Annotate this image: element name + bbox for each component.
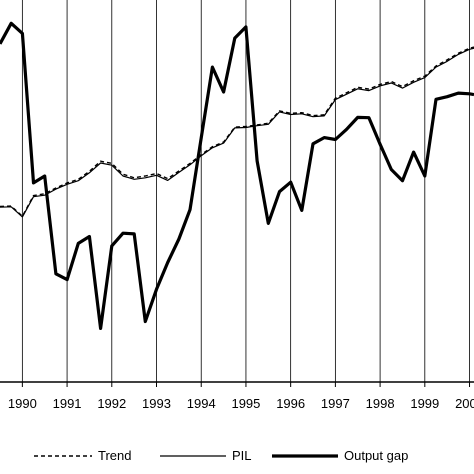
series-line-trend <box>0 47 474 216</box>
x-tick-label: 1997 <box>321 396 350 411</box>
legend: Trend PIL Output gap <box>34 448 408 463</box>
x-tick-label: 1995 <box>231 396 260 411</box>
x-tick-label: 1991 <box>53 396 82 411</box>
legend-label: PIL <box>232 448 252 463</box>
x-tick-label: 1992 <box>97 396 126 411</box>
x-tick-label: 1999 <box>410 396 439 411</box>
x-tick-label: 2000 <box>455 396 474 411</box>
x-tick-label: 1996 <box>276 396 305 411</box>
x-tick-label: 1998 <box>366 396 395 411</box>
x-tick-label: 1990 <box>8 396 37 411</box>
series-line-pil <box>0 48 474 217</box>
legend-label: Output gap <box>344 448 408 463</box>
x-tick-label: 1993 <box>142 396 171 411</box>
legend-label: Trend <box>98 448 131 463</box>
series-line-output-gap <box>0 23 474 328</box>
series-lines <box>0 23 474 328</box>
vertical-gridlines <box>22 0 469 382</box>
x-axis-tick-labels: 1990 1991 1992 1993 1994 1995 1996 1997 1998 1999… <box>8 382 474 411</box>
x-tick-label: 1994 <box>187 396 216 411</box>
